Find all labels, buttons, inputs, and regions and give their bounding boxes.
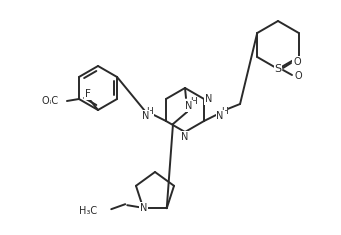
Text: N: N	[142, 111, 150, 121]
Text: H₃C: H₃C	[79, 206, 97, 216]
Text: H: H	[147, 106, 153, 115]
Text: H: H	[221, 106, 227, 115]
Text: S: S	[275, 64, 282, 74]
Text: N: N	[185, 101, 193, 111]
Text: H₃C: H₃C	[40, 96, 58, 106]
Text: N: N	[181, 132, 189, 141]
Text: O: O	[41, 96, 49, 106]
Text: N: N	[205, 94, 212, 104]
Text: O: O	[293, 57, 301, 67]
Text: O: O	[294, 71, 302, 81]
Text: F: F	[85, 89, 91, 99]
Text: N: N	[217, 111, 224, 121]
Text: N: N	[139, 203, 147, 213]
Text: H: H	[190, 97, 196, 106]
